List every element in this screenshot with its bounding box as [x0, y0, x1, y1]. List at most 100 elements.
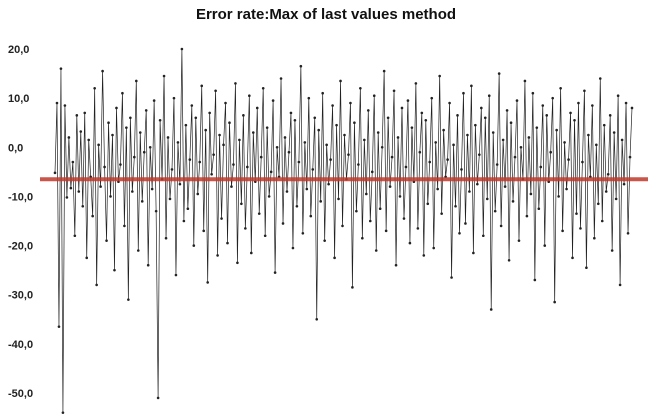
- data-point: [121, 91, 124, 95]
- data-point: [458, 231, 461, 235]
- data-point: [228, 121, 231, 125]
- data-point: [549, 150, 552, 154]
- data-point: [319, 200, 323, 203]
- y-tick-label: -40,0: [8, 339, 33, 351]
- y-axis: 20,0 10,0 0,0 -10,0 -20,0 -30,0 -40,0 -50,0: [8, 44, 33, 400]
- data-point: [511, 200, 515, 203]
- data-point: [600, 219, 604, 223]
- data-point: [190, 104, 194, 107]
- data-point: [416, 227, 420, 230]
- data-point: [368, 219, 372, 223]
- data-point: [99, 185, 102, 188]
- data-point: [236, 261, 239, 265]
- data-point: [105, 239, 108, 242]
- data-point: [533, 278, 537, 282]
- data-point: [440, 212, 443, 215]
- data-point: [366, 109, 370, 112]
- data-point: [230, 185, 233, 188]
- data-point: [325, 143, 328, 147]
- data-point: [363, 138, 366, 142]
- data-point: [573, 118, 576, 122]
- data-point: [67, 136, 71, 139]
- data-point: [509, 121, 513, 125]
- data-point: [196, 192, 200, 196]
- data-point: [285, 190, 289, 193]
- data-point: [507, 259, 511, 262]
- data-point: [275, 145, 279, 149]
- data-point: [186, 207, 190, 211]
- data-point: [414, 82, 418, 85]
- data-point: [483, 116, 487, 120]
- data-point: [59, 67, 63, 70]
- data-point: [138, 131, 142, 134]
- data-point: [208, 111, 211, 115]
- data-point: [581, 160, 584, 164]
- data-point: [569, 111, 572, 115]
- data-point: [125, 126, 128, 129]
- data-point: [531, 91, 535, 95]
- data-point: [75, 114, 79, 117]
- data-point: [303, 141, 307, 144]
- data-point: [119, 163, 122, 166]
- data-point: [212, 153, 215, 156]
- data-point: [339, 79, 342, 83]
- data-point: [176, 141, 180, 144]
- data-point: [472, 251, 475, 255]
- data-point: [386, 116, 390, 120]
- data-point: [384, 229, 388, 233]
- data-point: [505, 109, 509, 112]
- data-point: [357, 163, 360, 166]
- data-point: [541, 104, 545, 107]
- data-point: [246, 165, 249, 169]
- data-point: [331, 104, 334, 107]
- data-point: [487, 94, 491, 97]
- data-point: [420, 111, 424, 115]
- data-point: [293, 118, 297, 122]
- data-point: [317, 128, 321, 132]
- data-point: [622, 182, 626, 186]
- data-point: [408, 241, 412, 245]
- data-point: [297, 160, 301, 164]
- data-point: [604, 190, 608, 193]
- data-point: [166, 136, 170, 139]
- data-point: [158, 118, 162, 122]
- data-point: [493, 209, 497, 213]
- data-point: [460, 168, 463, 171]
- data-point: [255, 106, 259, 110]
- data-point: [323, 239, 326, 242]
- data-point: [327, 182, 330, 186]
- data-point: [347, 153, 350, 156]
- data-point: [579, 227, 582, 230]
- data-point: [491, 131, 495, 134]
- data-point: [152, 99, 156, 102]
- data-point: [142, 150, 146, 154]
- data-point: [523, 79, 527, 83]
- data-point: [299, 64, 303, 68]
- data-point: [452, 143, 455, 147]
- data-point: [222, 143, 225, 147]
- data-point: [180, 47, 184, 51]
- data-point: [283, 136, 287, 139]
- data-point: [501, 138, 505, 142]
- data-point: [349, 101, 352, 105]
- data-point: [464, 222, 467, 225]
- data-point: [480, 106, 483, 110]
- data-point: [182, 219, 186, 223]
- data-point: [372, 94, 376, 97]
- data-point: [489, 308, 493, 311]
- data-point: [259, 155, 263, 159]
- data-point: [140, 200, 144, 203]
- data-point: [103, 165, 106, 169]
- data-point: [244, 227, 247, 230]
- data-point: [587, 133, 590, 137]
- data-point: [133, 155, 136, 159]
- data-point: [55, 101, 59, 105]
- series-line: [54, 48, 633, 413]
- data-point: [168, 197, 172, 201]
- data-point: [422, 254, 426, 257]
- data-point: [85, 256, 89, 260]
- data-point: [109, 195, 112, 198]
- data-point: [474, 123, 477, 127]
- data-point: [628, 155, 632, 159]
